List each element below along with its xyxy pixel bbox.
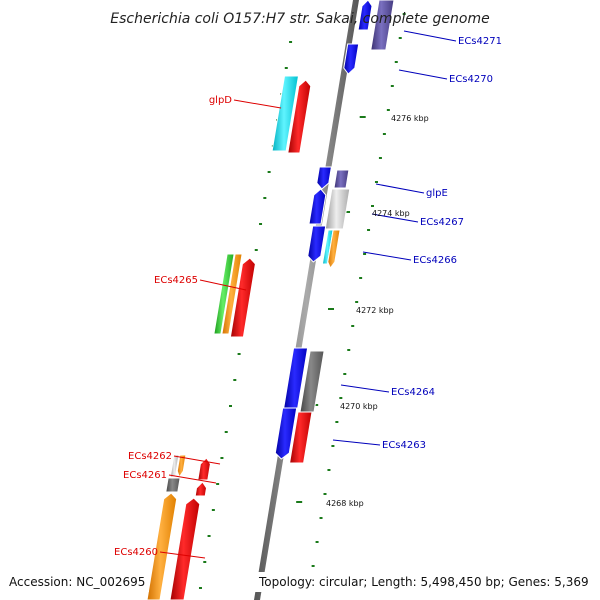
kbp-label-4276: 4276 kbp xyxy=(391,114,429,123)
gene-feature xyxy=(274,407,298,460)
leader-line xyxy=(233,99,282,109)
footer-right-backdrop xyxy=(255,572,595,592)
gene-feature xyxy=(307,225,327,263)
gene-feature xyxy=(197,457,211,481)
leader-line xyxy=(168,474,217,484)
footer-left-backdrop xyxy=(5,572,149,592)
gene-label-ECs4266[interactable]: ECs4266 xyxy=(413,255,457,266)
accession-text: Accession: NC_002695 xyxy=(9,575,145,589)
kbp-label-4268: 4268 kbp xyxy=(326,499,364,508)
leader-line xyxy=(371,213,419,223)
map-title: Escherichia coli O157:H7 str. Sakai, com… xyxy=(110,11,489,27)
kbp-label-4274: 4274 kbp xyxy=(372,209,410,218)
gene-feature xyxy=(213,253,235,335)
label-leader-lines xyxy=(159,30,457,559)
gene-label-ECs4260[interactable]: ECs4260 xyxy=(114,547,158,558)
gene-feature xyxy=(289,411,313,464)
gene-features xyxy=(146,0,395,600)
outer-scale-right xyxy=(307,13,406,591)
gene-feature xyxy=(194,481,208,497)
gene-label-ECs4265[interactable]: ECs4265 xyxy=(154,275,198,286)
gene-feature xyxy=(146,492,178,600)
leader-line xyxy=(159,551,206,559)
gene-feature xyxy=(321,229,334,265)
kbp-label-4272: 4272 kbp xyxy=(356,306,394,315)
gene-label-ECs4264[interactable]: ECs4264 xyxy=(391,387,435,398)
gene-label-ECs4261[interactable]: ECs4261 xyxy=(123,470,167,481)
gene-label-glpE[interactable]: glpE xyxy=(426,188,448,199)
gene-feature xyxy=(333,169,350,189)
gene-label-ECs4271[interactable]: ECs4271 xyxy=(458,36,502,47)
gene-feature xyxy=(299,350,325,413)
gene-feature xyxy=(229,257,256,338)
gene-feature xyxy=(283,347,309,409)
gene-label-ECs4263[interactable]: ECs4263 xyxy=(382,440,426,451)
leader-line xyxy=(362,251,412,261)
gene-feature xyxy=(343,43,360,75)
kbp-label-4270: 4270 kbp xyxy=(340,402,378,411)
gene-feature xyxy=(176,454,187,479)
gene-feature xyxy=(169,454,180,478)
leader-line xyxy=(332,439,381,446)
leader-line xyxy=(398,69,448,80)
gene-feature xyxy=(308,188,327,225)
gene-feature xyxy=(165,477,181,493)
gene-feature xyxy=(327,229,341,269)
topology-text: Topology: circular; Length: 5,498,450 bp… xyxy=(258,575,589,589)
gene-label-glpD[interactable]: glpD xyxy=(209,95,232,106)
gene-feature xyxy=(287,79,312,154)
gene-feature xyxy=(324,188,351,230)
gene-feature xyxy=(357,0,373,31)
gene-feature xyxy=(370,0,395,51)
gene-feature xyxy=(316,166,332,190)
gene-label-ECs4270[interactable]: ECs4270 xyxy=(449,74,493,85)
gene-label-ECs4262[interactable]: ECs4262 xyxy=(128,451,172,462)
leader-line xyxy=(403,30,457,42)
gene-feature xyxy=(271,75,300,152)
gene-feature xyxy=(169,497,201,600)
leader-line xyxy=(340,384,390,393)
leader-line xyxy=(375,183,425,194)
leader-line xyxy=(199,279,247,291)
leader-line xyxy=(173,455,221,465)
gene-feature xyxy=(221,253,243,335)
gene-label-ECs4267[interactable]: ECs4267 xyxy=(420,217,464,228)
